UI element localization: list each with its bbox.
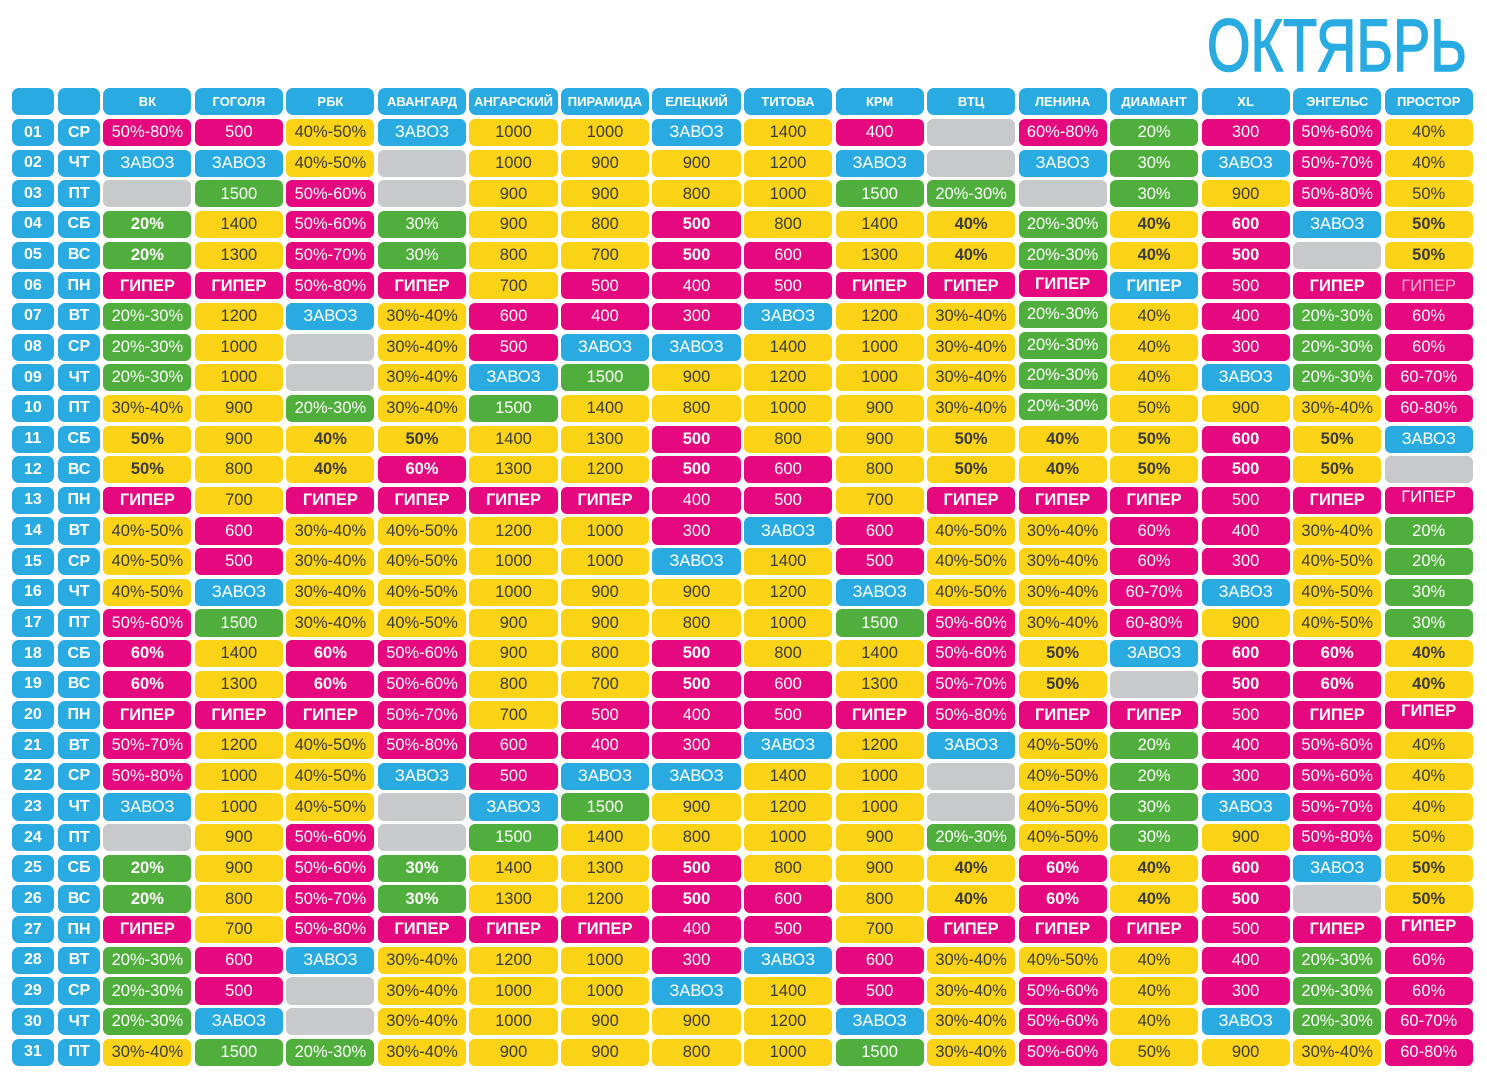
svg-text:ОКТЯБРЬ: ОКТЯБРЬ xyxy=(1207,4,1467,87)
